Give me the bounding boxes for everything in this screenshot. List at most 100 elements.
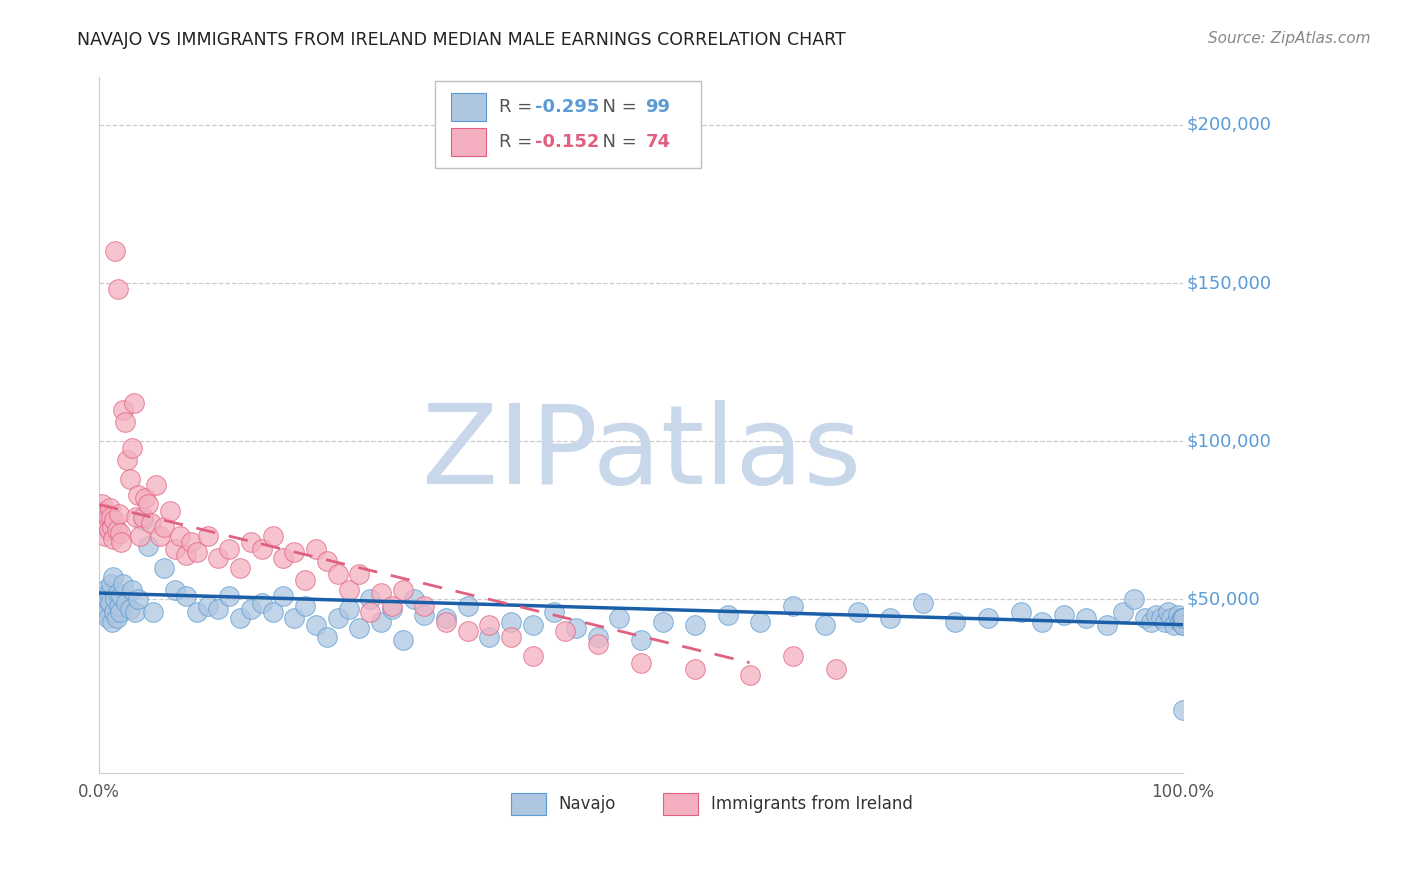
Point [174, 548, 197, 562]
Point [522, 617, 544, 632]
Point [165, 541, 187, 556]
Point [478, 617, 501, 632]
Point [121, 441, 143, 455]
Text: N =: N = [592, 98, 643, 116]
Point [145, 478, 167, 492]
Point [101, 519, 124, 533]
Point [1153, 615, 1175, 629]
Point [97, 523, 120, 537]
Point [294, 599, 316, 613]
Point [103, 513, 125, 527]
Point [149, 529, 172, 543]
Text: 74: 74 [645, 133, 671, 151]
Point [136, 498, 159, 512]
Point [229, 611, 252, 625]
Point [651, 615, 673, 629]
Point [1031, 615, 1053, 629]
Point [1150, 611, 1173, 625]
Point [1171, 615, 1194, 629]
Point [103, 570, 125, 584]
Point [543, 605, 565, 619]
Text: 99: 99 [645, 98, 671, 116]
Point [879, 611, 901, 625]
Point [609, 611, 631, 625]
Point [127, 488, 149, 502]
Point [93, 605, 115, 619]
Point [337, 582, 360, 597]
Text: -0.152: -0.152 [534, 133, 599, 151]
Point [1157, 605, 1180, 619]
Point [207, 551, 229, 566]
Point [218, 589, 240, 603]
Point [413, 599, 436, 613]
Point [717, 608, 740, 623]
Text: $100,000: $100,000 [1187, 433, 1271, 450]
Point [108, 525, 131, 540]
Point [1160, 611, 1182, 625]
Point [229, 560, 252, 574]
Point [118, 472, 141, 486]
Point [159, 504, 181, 518]
Point [110, 589, 132, 603]
Point [96, 519, 118, 533]
Point [134, 491, 156, 505]
Point [402, 592, 425, 607]
Point [945, 615, 967, 629]
Point [197, 599, 219, 613]
Bar [662, 793, 697, 815]
Point [108, 605, 131, 619]
Point [112, 402, 135, 417]
Point [685, 662, 707, 676]
Point [107, 586, 129, 600]
Bar [451, 128, 486, 156]
Point [186, 605, 208, 619]
Point [381, 599, 404, 613]
Point [91, 498, 114, 512]
Point [93, 582, 115, 597]
Point [153, 519, 176, 533]
Point [112, 576, 135, 591]
Point [478, 630, 501, 644]
Point [141, 516, 163, 531]
Point [169, 529, 191, 543]
Point [391, 582, 413, 597]
Point [501, 630, 523, 644]
Point [115, 595, 138, 609]
Point [90, 513, 112, 527]
Point [107, 599, 129, 613]
Point [90, 599, 112, 613]
Point [1074, 611, 1097, 625]
Point [359, 605, 381, 619]
Point [104, 592, 127, 607]
Point [131, 510, 153, 524]
Point [101, 615, 124, 629]
Point [501, 615, 523, 629]
Point [911, 595, 934, 609]
Point [977, 611, 1000, 625]
Point [522, 649, 544, 664]
Point [1133, 611, 1156, 625]
Point [1171, 703, 1194, 717]
Point [127, 592, 149, 607]
Point [283, 611, 305, 625]
Point [129, 529, 152, 543]
Point [814, 617, 837, 632]
Point [97, 510, 120, 524]
Point [1010, 605, 1032, 619]
Point [197, 529, 219, 543]
Point [1053, 608, 1076, 623]
Point [1171, 611, 1194, 625]
Point [105, 523, 128, 537]
Point [218, 541, 240, 556]
Point [846, 605, 869, 619]
Point [457, 624, 479, 638]
Point [1167, 608, 1189, 623]
Text: Navajo: Navajo [558, 795, 616, 813]
Point [142, 605, 165, 619]
Point [305, 541, 328, 556]
Point [337, 602, 360, 616]
Point [434, 611, 457, 625]
Point [98, 595, 121, 609]
Point [273, 589, 295, 603]
Text: R =: R = [499, 133, 538, 151]
